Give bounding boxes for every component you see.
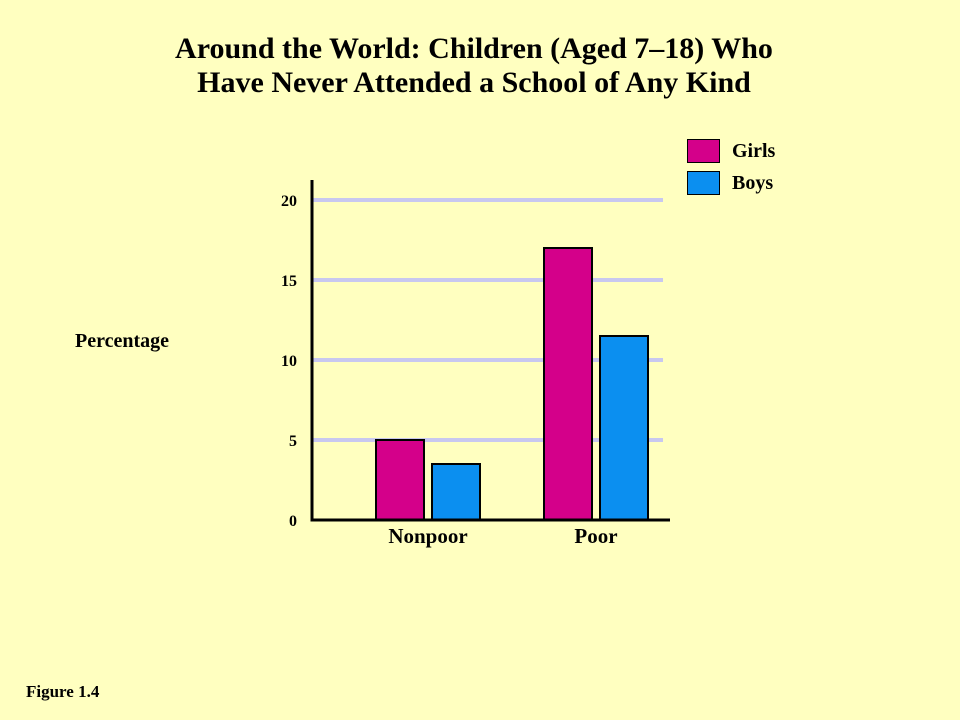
y-tick-label-10: 10	[281, 353, 297, 370]
chart-title-line-2: Have Never Attended a School of Any Kind	[197, 66, 751, 99]
bar-poor-girls	[543, 247, 593, 521]
y-tick-label-0: 0	[289, 513, 297, 530]
legend-swatch-girls	[687, 139, 720, 163]
legend-label-girls: Girls	[732, 139, 776, 162]
bar-nonpoor-girls	[375, 439, 425, 521]
legend-item-boys: Boys	[687, 171, 773, 195]
bar-nonpoor-boys	[431, 463, 481, 521]
legend-label-boys: Boys	[732, 171, 774, 194]
bar-poor-boys	[599, 335, 649, 521]
x-tick-label-nonpoor: Nonpoor	[388, 524, 467, 548]
y-axis-label: Percentage	[75, 330, 170, 352]
y-tick-label-5: 5	[289, 433, 297, 450]
chart-title: Around the World: Children (Aged 7–18) W…	[0, 32, 948, 100]
y-tick-label-15: 15	[281, 273, 297, 290]
chart-title-line-1: Around the World: Children (Aged 7–18) W…	[175, 32, 773, 65]
x-tick-label-poor: Poor	[574, 524, 617, 548]
figure-label: Figure 1.4	[26, 682, 100, 701]
legend-swatch-boys	[687, 171, 720, 195]
legend-item-girls: Girls	[687, 139, 775, 163]
y-tick-label-20: 20	[281, 193, 297, 210]
